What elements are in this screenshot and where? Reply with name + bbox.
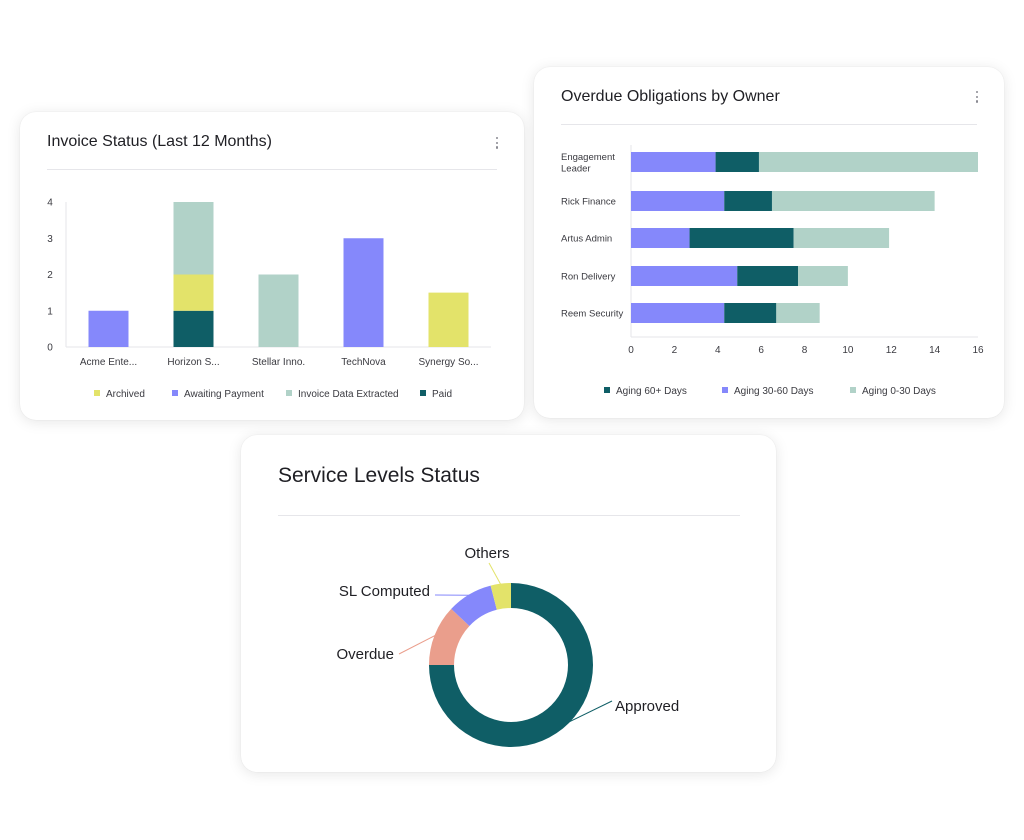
overdue-category-label-line: Leader	[561, 164, 591, 175]
donut-slice-others	[490, 583, 511, 610]
invoice-y-tick-label: 1	[47, 306, 53, 317]
overdue-bar-aging-0-30-days-3	[793, 228, 890, 248]
overdue-legend-label-aging-30-60-days: Aging 30-60 Days	[734, 386, 814, 397]
overdue-category-label-line: Ron Delivery	[561, 272, 616, 283]
overdue-x-tick-label: 14	[929, 345, 941, 356]
invoice-bar-paid-2	[173, 310, 214, 347]
overdue-category-label: Reem Security	[561, 309, 624, 320]
overdue-category-label: Ron Delivery	[561, 272, 616, 283]
overdue-x-tick-label: 4	[715, 345, 721, 356]
overdue-category-label-line: Rick Finance	[561, 197, 616, 208]
donut-label-overdue: Overdue	[336, 646, 394, 663]
invoice-bar-invoice-data-extracted-2	[173, 202, 214, 275]
overdue-bar-aging-0-30-days-4	[797, 266, 848, 286]
invoice-x-tick-label: Horizon S...	[167, 357, 219, 368]
overdue-bar-aging-0-30-days-5	[776, 303, 820, 323]
service-divider	[278, 515, 740, 516]
overdue-x-tick-label: 8	[802, 345, 808, 356]
overdue-bar-aging-60-days-4	[737, 266, 798, 286]
donut-label-others: Others	[464, 545, 509, 562]
invoice-bar-awaiting-payment-1	[88, 310, 129, 347]
overdue-x-tick-label: 10	[842, 345, 854, 356]
donut-slice-sl-computed	[451, 585, 497, 626]
donut-leader-line-approved	[568, 700, 613, 723]
overdue-more-options-icon[interactable]	[974, 91, 980, 105]
invoice-x-tick-label: Synergy So...	[418, 357, 478, 368]
donut-leader-line-overdue	[398, 634, 436, 655]
overdue-legend-label-aging-0-30-days: Aging 0-30 Days	[862, 386, 936, 397]
overdue-obligations-chart: Engagement Leader Rick Finance Artus Admin R…	[561, 145, 984, 397]
invoice-y-tick-label: 3	[47, 234, 53, 245]
overdue-category-label: Engagement Leader	[561, 152, 615, 175]
overdue-category-label-line: Artus Admin	[561, 234, 612, 245]
overdue-obligations-title: Overdue Obligations by Owner	[561, 88, 780, 105]
overdue-bar-aging-60-days-2	[724, 191, 772, 211]
invoice-legend-label-archived: Archived	[106, 389, 145, 400]
invoice-x-tick-label: Stellar Inno.	[252, 357, 305, 368]
overdue-category-label-line: Reem Security	[561, 309, 624, 320]
donut-label-approved: Approved	[615, 698, 679, 715]
invoice-divider	[47, 169, 497, 170]
donut-label-sl-computed: SL Computed	[339, 583, 430, 600]
overdue-x-tick-label: 6	[758, 345, 764, 356]
donut-slice-overdue	[429, 608, 470, 665]
overdue-bar-aging-60-days-1	[715, 152, 759, 172]
invoice-y-tick-label: 4	[47, 198, 53, 209]
overdue-x-tick-label: 16	[972, 345, 984, 356]
invoice-legend-swatch-paid	[420, 390, 426, 396]
overdue-legend-swatch-aging-30-60-days	[722, 387, 728, 393]
invoice-legend-swatch-invoice-data-extracted	[286, 390, 292, 396]
overdue-x-tick-label: 0	[628, 345, 634, 356]
overdue-bar-aging-0-30-days-1	[758, 152, 978, 172]
invoice-legend-label-invoice-data-extracted: Invoice Data Extracted	[298, 389, 399, 400]
invoice-legend-swatch-awaiting-payment	[172, 390, 178, 396]
invoice-bar-invoice-data-extracted-3	[258, 274, 299, 347]
invoice-legend-swatch-archived	[94, 390, 100, 396]
overdue-bar-aging-0-30-days-2	[771, 191, 935, 211]
overdue-bar-aging-60-days-3	[689, 228, 794, 248]
invoice-y-tick-label: 2	[47, 270, 53, 281]
donut-slice-approved	[429, 583, 593, 747]
overdue-bar-aging-30-60-days-4	[631, 266, 738, 286]
overdue-legend-swatch-aging-60-days	[604, 387, 610, 393]
invoice-status-card: Invoice Status (Last 12 Months) 0 1 2 3 4 Acm…	[20, 112, 524, 420]
invoice-status-chart: 0 1 2 3 4 Acme Ente... Horizon S... Stellar Inn…	[47, 198, 491, 400]
service-levels-card: Service Levels Status Approved Overdue SL …	[241, 435, 776, 772]
overdue-bar-aging-30-60-days-2	[631, 191, 725, 211]
overdue-category-label: Rick Finance	[561, 197, 616, 208]
invoice-bar-archived-5	[428, 292, 469, 347]
overdue-bar-aging-30-60-days-1	[631, 152, 716, 172]
service-levels-chart: Approved Overdue SL Computed Others	[336, 545, 679, 747]
overdue-bar-aging-30-60-days-3	[631, 228, 690, 248]
overdue-obligations-card: Overdue Obligations by Owner Engagement L…	[534, 67, 1004, 418]
invoice-x-tick-label: TechNova	[341, 357, 386, 368]
invoice-y-tick-label: 0	[47, 343, 53, 354]
overdue-category-label-line: Engagement	[561, 152, 615, 163]
overdue-divider	[561, 124, 977, 125]
invoice-legend-label-paid: Paid	[432, 389, 452, 400]
invoice-bar-awaiting-payment-4	[343, 238, 384, 347]
invoice-bar-archived-2	[173, 274, 214, 311]
overdue-x-tick-label: 2	[672, 345, 678, 356]
invoice-legend-label-awaiting-payment: Awaiting Payment	[184, 389, 264, 400]
overdue-category-label: Artus Admin	[561, 234, 612, 245]
donut-leader-line-others	[488, 562, 502, 585]
service-levels-title: Service Levels Status	[278, 464, 480, 487]
overdue-legend-swatch-aging-0-30-days	[850, 387, 856, 393]
overdue-legend-label-aging-60-days: Aging 60+ Days	[616, 386, 687, 397]
overdue-bar-aging-60-days-5	[724, 303, 777, 323]
overdue-x-tick-label: 12	[886, 345, 898, 356]
invoice-x-tick-label: Acme Ente...	[80, 357, 137, 368]
invoice-more-options-icon[interactable]	[494, 137, 500, 151]
overdue-bar-aging-30-60-days-5	[631, 303, 725, 323]
invoice-status-title: Invoice Status (Last 12 Months)	[47, 133, 272, 150]
